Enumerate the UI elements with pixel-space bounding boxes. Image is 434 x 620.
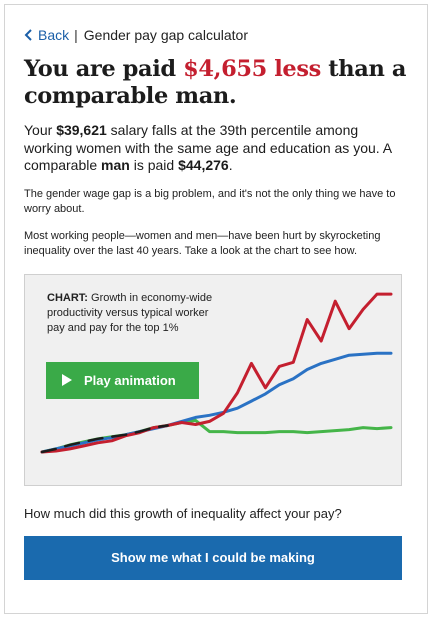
comparable-gender: man (101, 157, 130, 173)
back-label: Back (38, 27, 70, 43)
lead-text-3: is paid (129, 157, 179, 173)
salary-summary: Your $39,621 salary falls at the 39th pe… (24, 122, 406, 175)
lead-text-4: . (228, 157, 233, 173)
nav-separator: | (74, 27, 78, 43)
play-animation-button[interactable]: Play animation (46, 361, 199, 399)
calculator-card (4, 4, 428, 614)
play-icon (62, 374, 72, 386)
back-link[interactable]: Back (24, 27, 69, 43)
top-nav: Back | Gender pay gap calculator (24, 24, 406, 46)
inequality-paragraph: Most working people—women and men—have b… (24, 229, 381, 257)
chevron-left-icon (24, 29, 32, 41)
show-potential-pay-button[interactable]: Show me what I could be making (24, 535, 402, 580)
main-content: Back | Gender pay gap calculator You are… (24, 24, 406, 580)
user-salary: $39,621 (56, 122, 107, 138)
headline-suffix: than a comparable man. (24, 56, 407, 109)
lead-text-1: Your (24, 122, 57, 138)
lead-text-2: salary falls at the 39th percentile amon… (24, 122, 392, 173)
show-potential-pay-label: Show me what I could be making (111, 550, 315, 565)
comparable-pay: $44,276 (178, 157, 229, 173)
series-line-typical_pay (40, 418, 393, 453)
gap-paragraph: The gender wage gap is a big problem, an… (24, 187, 396, 215)
play-animation-label: Play animation (84, 372, 176, 388)
chart-panel: CHART: Growth in economy-wide productivi… (24, 273, 402, 486)
chart-caption-text: Growth in economy-wide productivity vers… (47, 291, 213, 334)
series-overlap-line (40, 423, 169, 453)
series-line-top_pay (40, 292, 393, 453)
impact-question: How much did this growth of inequality a… (24, 505, 342, 521)
growth-chart (40, 292, 393, 453)
chart-caption: CHART: Growth in economy-wide productivi… (47, 291, 217, 336)
chart-caption-label: CHART: (47, 291, 88, 304)
page-title: Gender pay gap calculator (83, 27, 248, 43)
headline: You are paid $4,655 less than a comparab… (24, 56, 406, 110)
headline-amount: $4,655 less (183, 56, 321, 82)
headline-prefix: You are paid (24, 56, 184, 82)
